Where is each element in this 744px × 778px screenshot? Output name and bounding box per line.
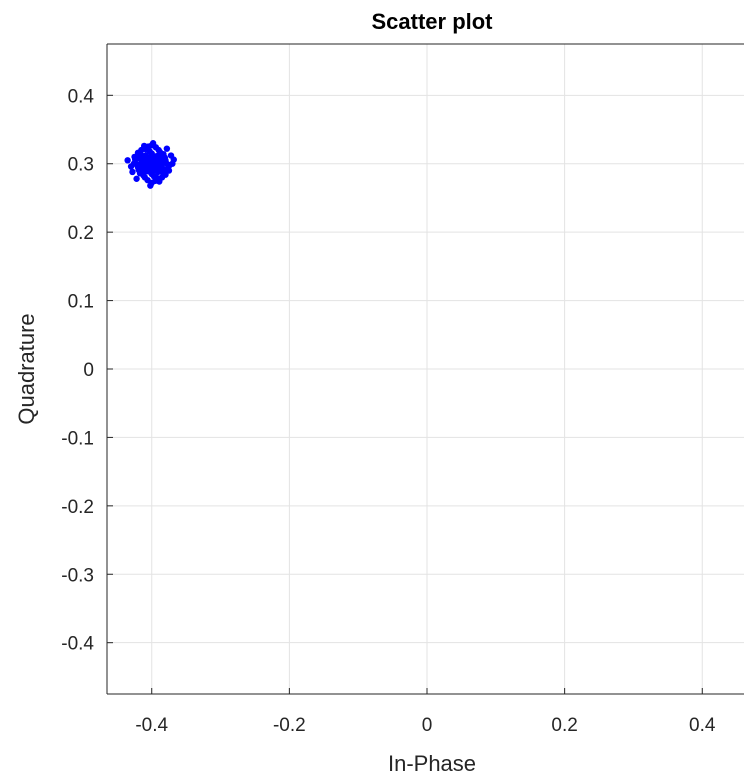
data-point xyxy=(148,179,155,187)
data-point xyxy=(143,146,150,153)
x-tick-label: 0.4 xyxy=(689,715,716,736)
data-point xyxy=(129,168,136,176)
y-tick-label: -0.2 xyxy=(61,497,94,518)
y-tick-label: -0.3 xyxy=(61,565,94,586)
data-point xyxy=(141,157,149,165)
x-tick-label: -0.4 xyxy=(135,715,168,736)
tick-marks xyxy=(107,94,703,694)
chart-title: Scatter plot xyxy=(371,9,493,34)
grid-lines xyxy=(107,44,744,694)
data-point xyxy=(132,156,139,163)
data-point xyxy=(161,154,169,161)
y-tick-labels: 0.4 0.3 0.2 0.1 0 -0.1 -0.2 -0.3 -0.4 xyxy=(61,86,94,654)
data-point xyxy=(152,157,160,164)
data-point xyxy=(159,169,166,176)
data-point xyxy=(133,175,140,182)
data-point xyxy=(147,168,154,176)
data-point xyxy=(124,157,131,164)
data-point xyxy=(144,163,151,171)
data-point xyxy=(134,161,141,168)
data-point xyxy=(163,145,171,152)
data-point xyxy=(155,163,162,170)
data-points xyxy=(124,140,177,189)
data-point xyxy=(140,172,147,179)
x-tick-label: 0.2 xyxy=(551,715,577,736)
x-tick-label: 0 xyxy=(422,715,433,736)
y-tick-label: -0.1 xyxy=(61,428,94,449)
data-point xyxy=(156,148,164,156)
x-tick-labels: -0.4 -0.2 0 0.2 0.4 xyxy=(135,715,716,736)
data-point xyxy=(170,156,177,163)
data-point xyxy=(154,174,161,182)
y-tick-label: 0.1 xyxy=(68,292,94,313)
data-point xyxy=(165,164,172,172)
x-tick-label: -0.2 xyxy=(273,715,306,736)
y-tick-label: 0.2 xyxy=(68,223,94,244)
data-point xyxy=(135,166,142,174)
y-tick-label: 0.3 xyxy=(68,155,94,176)
y-axis-title: Quadrature xyxy=(14,313,39,424)
data-point xyxy=(137,151,144,159)
y-tick-label: 0.4 xyxy=(68,86,95,107)
data-point xyxy=(162,159,170,167)
y-tick-label: 0 xyxy=(83,360,94,381)
y-tick-label: -0.4 xyxy=(61,634,94,655)
x-axis-title: In-Phase xyxy=(388,751,476,776)
data-point xyxy=(148,142,155,149)
data-point xyxy=(127,163,135,170)
